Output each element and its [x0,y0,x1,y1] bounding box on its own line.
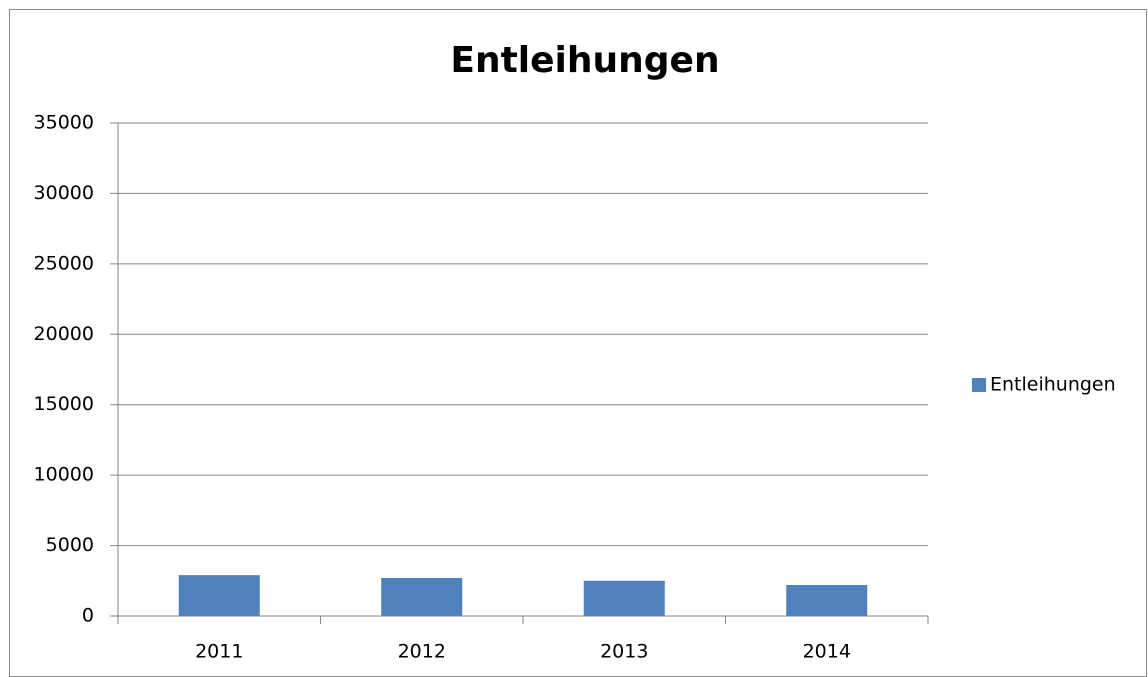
chart-title: Entleihungen [450,40,719,81]
bar [786,585,868,616]
y-tick-label: 20000 [34,323,94,345]
y-tick-label: 25000 [34,252,94,274]
x-tick-label: 2011 [195,641,243,663]
y-tick-label: 30000 [34,182,94,204]
y-tick-label: 0 [82,605,94,627]
bar [583,580,665,616]
x-tick-label: 2013 [600,641,648,663]
x-tick-label: 2012 [398,641,446,663]
legend-swatch [972,378,986,392]
y-tick-label: 10000 [34,464,94,486]
bar [381,577,463,616]
bar [178,575,260,616]
legend-label: Entleihungen [990,374,1116,396]
x-tick-label: 2014 [803,641,851,663]
y-tick-label: 35000 [34,112,94,134]
y-tick-label: 15000 [34,393,94,415]
chart-frame [9,9,1147,677]
y-tick-label: 5000 [46,534,94,556]
